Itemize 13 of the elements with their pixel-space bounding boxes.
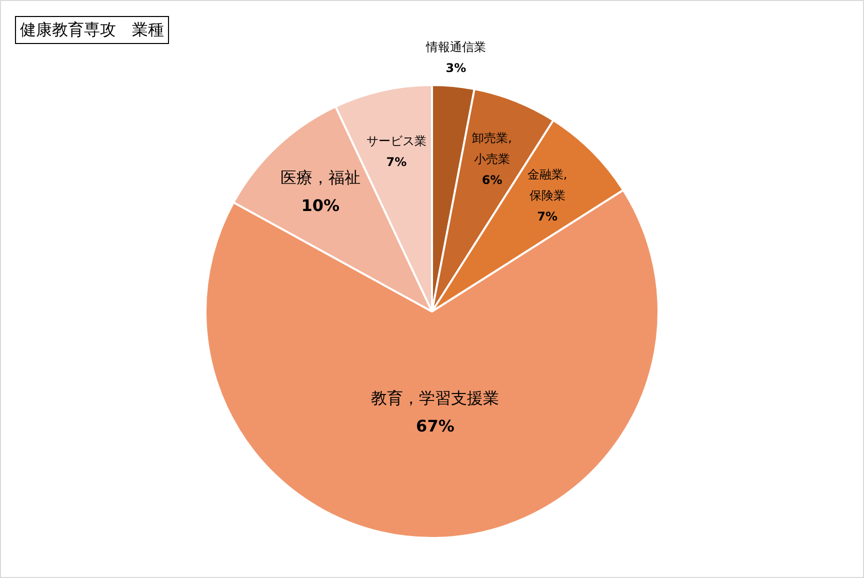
- data-label: 67%: [416, 416, 454, 436]
- slice-label: 情報通信業: [424, 40, 486, 54]
- data-label: 10%: [301, 196, 340, 215]
- chart-title: 健康教育専攻 業種: [15, 16, 169, 44]
- data-label: 6%: [482, 172, 502, 187]
- slice-label: 医療，福祉: [280, 168, 360, 187]
- data-label: 3%: [446, 60, 466, 75]
- slice-label: サービス業: [366, 134, 426, 148]
- data-label: 7%: [386, 154, 407, 169]
- slice-label: 金融業,保険業: [527, 167, 568, 202]
- data-label: 7%: [537, 209, 558, 224]
- slice-label: 教育，学習支援業: [371, 388, 500, 408]
- slice-label: 卸売業,小売業: [472, 130, 512, 166]
